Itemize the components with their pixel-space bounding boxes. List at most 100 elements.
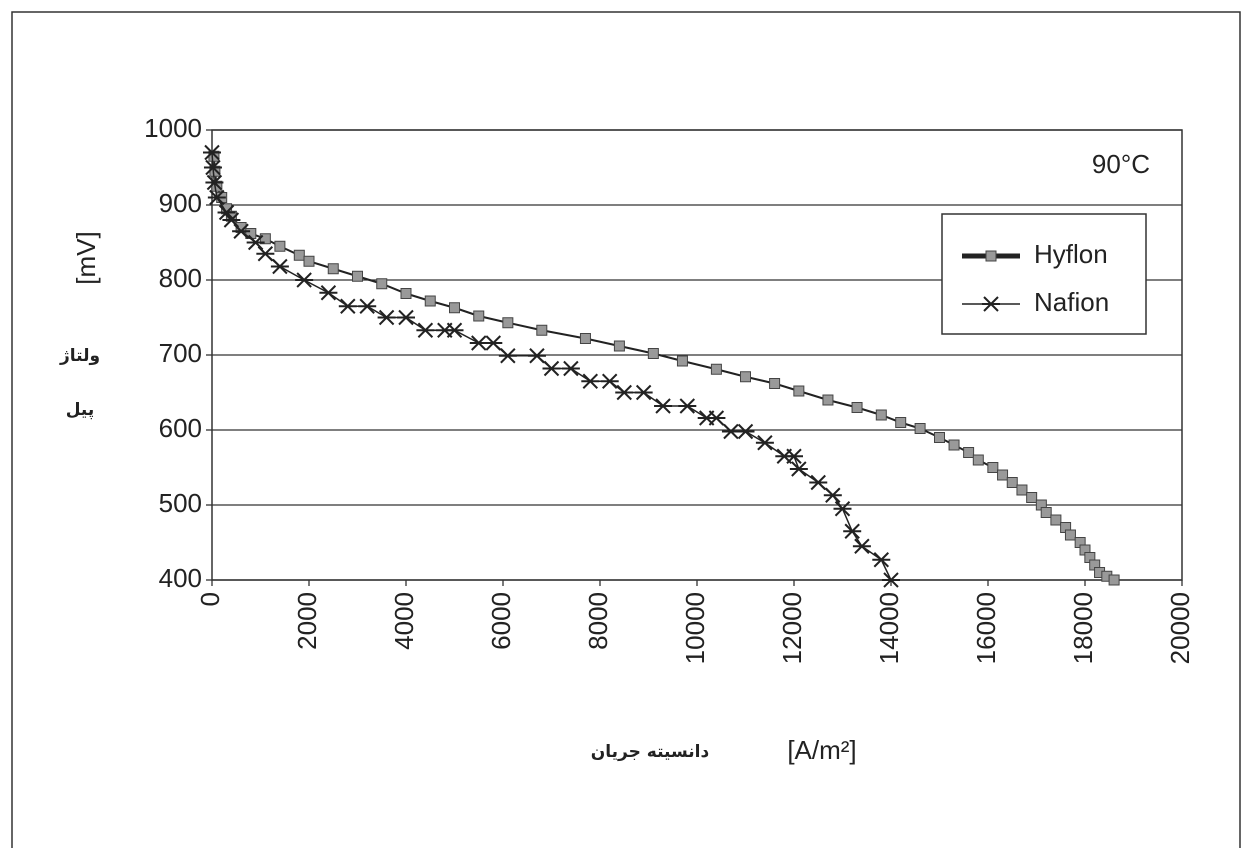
marker: [270, 258, 289, 275]
marker: [997, 469, 1009, 481]
x-tick-label: 4000: [389, 592, 419, 650]
marker: [293, 249, 305, 261]
x-tick-label: 0: [195, 592, 225, 606]
marker: [948, 439, 960, 451]
marker: [852, 538, 871, 554]
marker: [274, 240, 286, 252]
marker: [833, 501, 852, 517]
marker: [987, 462, 999, 473]
marker: [613, 340, 625, 352]
marker: [536, 324, 548, 336]
marker: [736, 423, 755, 440]
marker: [678, 398, 697, 414]
legend-marker: [985, 250, 997, 262]
marker: [542, 360, 561, 377]
legend-label: Hyflon: [1034, 239, 1108, 269]
legend-marker: [982, 296, 1000, 312]
y-axis-label-fa: ولتاژ: [59, 346, 100, 366]
marker: [789, 461, 808, 477]
marker: [972, 454, 984, 466]
marker: [295, 272, 314, 288]
marker: [769, 378, 781, 389]
marker: [1108, 574, 1120, 586]
marker: [416, 322, 435, 338]
legend-label: Nafion: [1034, 287, 1109, 317]
marker: [484, 335, 503, 351]
marker: [232, 223, 251, 239]
marker: [615, 384, 634, 401]
x-tick-label: 14000: [874, 592, 904, 664]
marker: [502, 317, 514, 329]
marker: [1006, 477, 1018, 488]
marker: [246, 234, 265, 251]
marker: [203, 144, 221, 161]
marker: [740, 371, 751, 383]
marker: [895, 417, 907, 428]
y-tick-label: 500: [159, 488, 202, 518]
y-tick-label: 700: [159, 338, 202, 368]
marker: [397, 309, 415, 326]
marker: [634, 384, 653, 401]
x-axis-label: [A/m²]: [787, 735, 856, 765]
marker: [647, 348, 659, 359]
marker: [358, 298, 377, 314]
marker: [654, 398, 673, 414]
legend-box: [941, 213, 1147, 335]
marker: [256, 246, 275, 262]
y-tick-label: 600: [159, 413, 202, 443]
series-line: [211, 152, 892, 581]
marker: [676, 355, 688, 367]
marker: [376, 278, 388, 290]
x-tick-label: 20000: [1165, 592, 1195, 664]
marker: [319, 285, 338, 301]
marker: [872, 552, 891, 568]
marker: [207, 189, 226, 206]
marker: [793, 385, 805, 397]
marker: [963, 447, 975, 458]
marker: [1016, 484, 1028, 496]
marker: [217, 204, 236, 221]
marker: [1040, 507, 1052, 518]
marker: [822, 394, 834, 406]
x-tick-label: 16000: [971, 592, 1001, 664]
page-frame: [11, 11, 1241, 848]
marker: [579, 333, 591, 344]
marker: [445, 322, 464, 338]
marker: [205, 174, 224, 191]
y-tick-label: 400: [159, 563, 202, 593]
marker: [424, 295, 436, 307]
x-axis-label-fa: دانسیته جریان: [591, 742, 710, 762]
marker: [473, 310, 485, 322]
marker: [851, 402, 863, 413]
marker: [1064, 529, 1076, 541]
marker: [498, 348, 517, 364]
y-tick-label: 900: [159, 188, 202, 218]
y-tick-label: 800: [159, 263, 202, 293]
marker: [338, 298, 357, 314]
marker: [303, 255, 315, 267]
marker: [809, 474, 828, 491]
marker: [1026, 492, 1038, 503]
y-axis-label-fa: پیل: [66, 400, 95, 420]
x-tick-label: 8000: [583, 592, 613, 650]
marker: [843, 523, 862, 539]
x-tick-label: 10000: [680, 592, 710, 664]
marker: [352, 270, 363, 282]
marker: [934, 432, 945, 443]
marker: [710, 363, 722, 375]
marker: [222, 212, 241, 228]
marker: [785, 448, 803, 464]
marker: [527, 348, 546, 364]
x-tick-label: 2000: [292, 592, 322, 650]
x-tick-label: 12000: [777, 592, 807, 664]
marker: [327, 263, 339, 275]
marker: [377, 309, 396, 326]
marker: [875, 409, 887, 421]
marker: [914, 423, 926, 434]
marker: [707, 410, 726, 426]
marker: [823, 487, 842, 503]
marker: [882, 572, 900, 588]
marker: [449, 302, 460, 314]
annotation: 90°C: [1092, 149, 1150, 179]
